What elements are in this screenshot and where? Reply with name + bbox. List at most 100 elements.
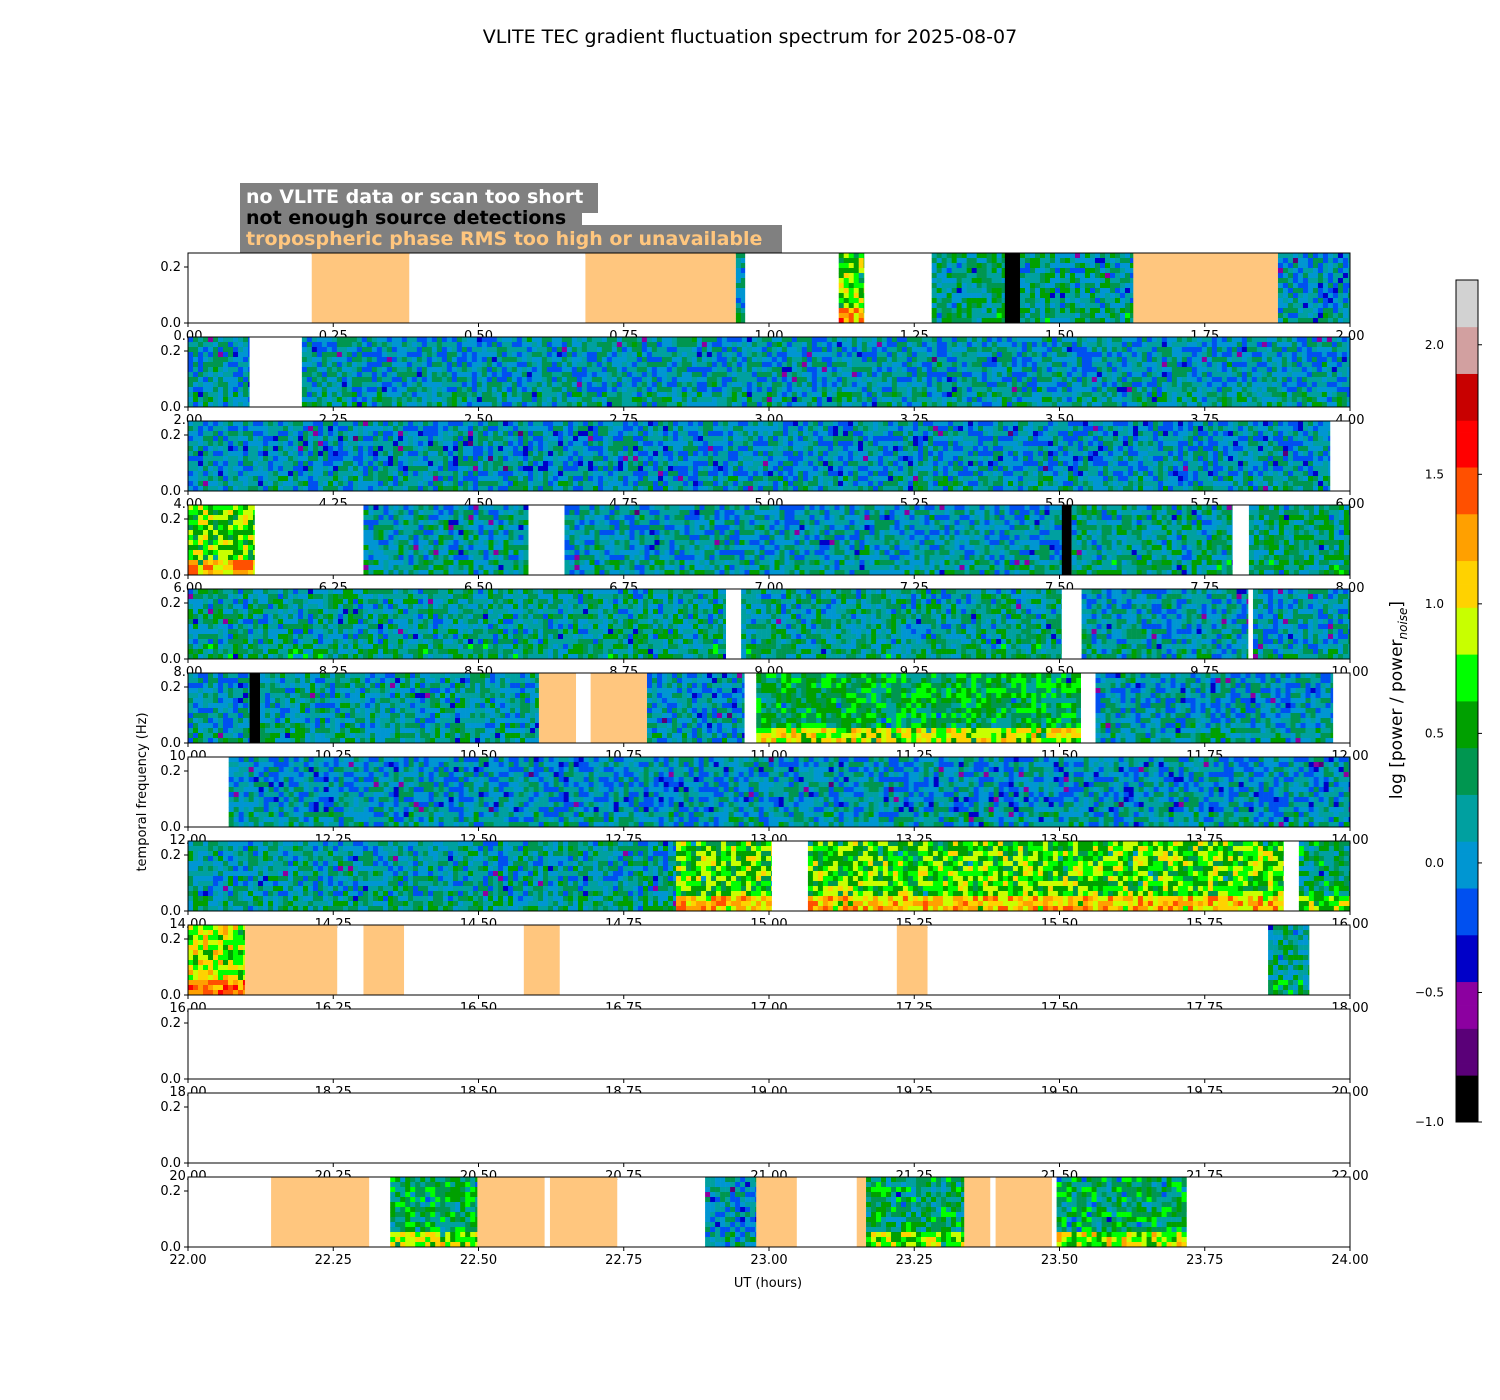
spectrum-cell	[312, 372, 317, 377]
spectrum-cell	[962, 258, 967, 263]
spectrum-cell	[317, 342, 322, 347]
spectrum-cell	[1298, 298, 1303, 303]
spectrum-cell	[1308, 278, 1313, 283]
spectrum-cell	[839, 298, 844, 303]
spectrum-cell	[1095, 258, 1100, 263]
spectrum-cell	[302, 362, 307, 367]
spectrum-cell	[387, 372, 392, 377]
spectrum-cell	[1120, 278, 1125, 283]
spectrum-cell	[982, 298, 987, 303]
spectrum-cell	[392, 347, 397, 352]
spectrum-cell	[1045, 253, 1050, 258]
spectrum-cell	[243, 352, 248, 357]
spectrum-cell	[372, 352, 377, 357]
legend-no-data: no VLITE data or scan too short	[246, 186, 583, 208]
spectrum-cell	[352, 377, 357, 382]
spectrum-cell	[377, 382, 382, 387]
spectrum-cell	[387, 367, 392, 372]
flag-trop	[585, 253, 735, 323]
spectrum-cell	[1328, 313, 1333, 318]
spectrum-cell	[457, 347, 462, 352]
spectrum-cell	[972, 288, 977, 293]
spectrum-cell	[1125, 268, 1130, 273]
spectrum-cell	[1030, 263, 1035, 268]
spectrum-cell	[312, 362, 317, 367]
spectrum-cell	[213, 362, 218, 367]
spectrum-cell	[1060, 308, 1065, 313]
spectrum-cell	[1120, 258, 1125, 263]
spectrum-cell	[1278, 293, 1283, 298]
spectrum-cell	[1338, 293, 1343, 298]
spectrum-cell	[987, 313, 992, 318]
spectrum-cell	[342, 347, 347, 352]
spectrum-cell	[1323, 303, 1328, 308]
spectrum-cell	[1060, 283, 1065, 288]
spectrum-cell	[317, 352, 322, 357]
spectrum-cell	[844, 288, 849, 293]
spectrum-cell	[372, 357, 377, 362]
spectrum-cell	[1293, 298, 1298, 303]
spectrum-cell	[397, 397, 402, 402]
spectrum-cell	[1115, 288, 1120, 293]
spectrum-cell	[1278, 303, 1283, 308]
spectrum-cell	[392, 337, 397, 342]
spectrum-cell	[987, 268, 992, 273]
spectrum-cell	[392, 367, 397, 372]
spectrum-cell	[307, 372, 312, 377]
spectrum-cell	[1323, 278, 1328, 283]
spectrum-cell	[854, 298, 859, 303]
spectrum-cell	[377, 347, 382, 352]
spectrum-cell	[452, 347, 457, 352]
spectrum-cell	[432, 352, 437, 357]
spectrum-cell	[392, 342, 397, 347]
spectrum-cell	[198, 352, 203, 357]
spectrum-cell	[452, 367, 457, 372]
spectrum-cell	[402, 377, 407, 382]
spectrum-cell	[849, 293, 854, 298]
spectrum-cell	[347, 387, 352, 392]
spectrum-cell	[432, 367, 437, 372]
spectrum-cell	[1338, 303, 1343, 308]
spectrum-cell	[932, 283, 937, 288]
spectrum-cell	[942, 258, 947, 263]
spectrum-cell	[307, 362, 312, 367]
spectrum-cell	[1035, 298, 1040, 303]
spectrum-cell	[342, 342, 347, 347]
spectrum-cell	[327, 377, 332, 382]
spectrum-cell	[957, 283, 962, 288]
spectrum-cell	[357, 362, 362, 367]
spectrum-cell	[188, 342, 193, 347]
spectrum-cell	[859, 313, 864, 318]
spectrum-cell	[427, 377, 432, 382]
spectrum-cell	[1075, 278, 1080, 283]
spectrum-cell	[844, 283, 849, 288]
spectrum-cell	[412, 387, 417, 392]
spectrum-cell	[1035, 293, 1040, 298]
spectrum-cell	[1125, 298, 1130, 303]
spectrum-cell	[1060, 293, 1065, 298]
spectrum-cell	[859, 278, 864, 283]
spectrum-cell	[957, 263, 962, 268]
spectrum-cell	[317, 372, 322, 377]
spectrum-cell	[427, 387, 432, 392]
spectrum-cell	[1080, 278, 1085, 283]
spectrum-cell	[967, 253, 972, 258]
spectrum-cell	[977, 258, 982, 263]
segment-none	[188, 253, 312, 323]
spectrum-cell	[233, 362, 238, 367]
spectrum-cell	[327, 397, 332, 402]
spectrum-cell	[442, 387, 447, 392]
spectrum-cell	[962, 298, 967, 303]
spectrum-cell	[1328, 283, 1333, 288]
spectrum-cell	[736, 268, 741, 273]
spectrum-cell	[972, 308, 977, 313]
spectrum-cell	[188, 337, 193, 342]
spectrum-cell	[987, 263, 992, 268]
spectrum-cell	[1035, 253, 1040, 258]
spectrum-cell	[198, 397, 203, 402]
spectrum-cell	[442, 337, 447, 342]
spectrum-cell	[962, 313, 967, 318]
spectrum-cell	[208, 352, 213, 357]
spectrum-cell	[952, 303, 957, 308]
spectrum-cell	[452, 382, 457, 387]
